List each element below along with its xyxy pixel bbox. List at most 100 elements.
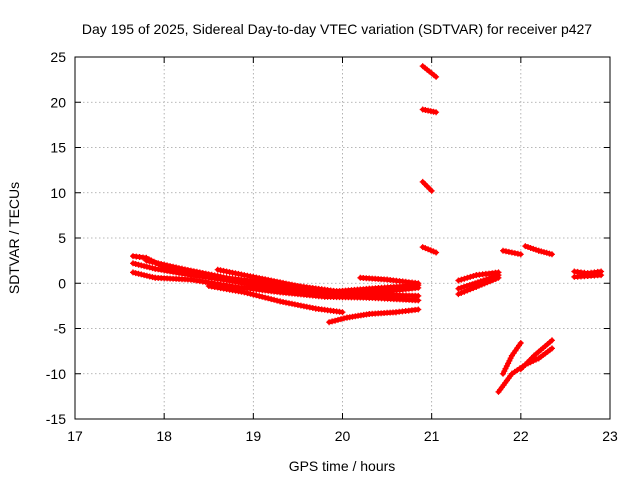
plus-marker (419, 244, 426, 251)
plus-marker (149, 259, 156, 265)
y-tick-label: 20 (50, 94, 66, 110)
data-trace (130, 269, 422, 304)
x-tick-label: 18 (156, 428, 172, 444)
x-tick-label: 21 (424, 428, 440, 444)
chart-title: Day 195 of 2025, Sidereal Day-to-day VTE… (82, 21, 592, 37)
plus-marker (464, 274, 471, 281)
data-trace (455, 274, 502, 298)
plus-marker (469, 281, 476, 288)
plus-marker (477, 278, 484, 285)
plus-marker (463, 283, 470, 289)
plus-marker (427, 247, 434, 254)
plus-marker (146, 264, 153, 271)
plus-marker (415, 292, 422, 299)
plus-marker (474, 279, 481, 286)
plus-marker (149, 265, 156, 272)
plus-marker (271, 296, 278, 303)
x-tick-label: 20 (335, 428, 351, 444)
plus-marker (259, 293, 266, 300)
plus-marker (143, 263, 150, 270)
y-tick-labels: -15 -10 -5 0 5 10 15 20 25 (46, 49, 66, 427)
plus-marker (164, 262, 171, 269)
data-trace (326, 306, 422, 326)
plus-marker (280, 279, 287, 286)
plus-marker (455, 277, 462, 284)
plus-marker (489, 274, 496, 281)
data-trace (419, 244, 440, 256)
plus-marker (527, 359, 534, 366)
plus-marker (170, 263, 177, 270)
plus-marker (466, 282, 473, 289)
plus-marker (549, 337, 555, 344)
plus-marker (458, 289, 465, 296)
plus-marker (433, 73, 440, 80)
data-trace (522, 345, 555, 368)
plus-marker (143, 257, 150, 264)
plus-marker (256, 293, 263, 300)
y-tick-label: 0 (58, 275, 66, 291)
plus-marker (527, 245, 534, 251)
data-trace (419, 178, 435, 194)
plus-marker (332, 317, 339, 324)
y-tick-label: 15 (50, 140, 66, 156)
data-trace (500, 340, 524, 377)
plus-marker (247, 290, 254, 297)
x-tick-label: 22 (513, 428, 529, 444)
plus-marker (241, 289, 248, 296)
plus-marker (138, 262, 145, 269)
plus-marker (135, 261, 142, 268)
plus-marker (433, 109, 440, 116)
data-trace (571, 272, 605, 280)
x-axis-label: GPS time / hours (289, 458, 396, 474)
plus-marker (143, 272, 150, 279)
plus-marker (173, 264, 180, 271)
x-tick-labels: 17 18 19 20 21 22 23 (67, 428, 618, 444)
plus-marker (132, 261, 139, 267)
data-trace (500, 247, 524, 258)
plus-marker (461, 275, 468, 282)
plus-marker (425, 246, 432, 253)
plus-marker (455, 291, 462, 298)
plus-marker (141, 272, 148, 279)
plus-marker (339, 309, 346, 316)
data-trace (522, 243, 555, 258)
plus-marker (130, 269, 136, 276)
plus-marker (130, 260, 136, 267)
plus-marker (522, 243, 529, 250)
plus-marker (467, 273, 474, 280)
plus-marker (422, 245, 429, 252)
plus-marker (486, 275, 493, 282)
data-trace (455, 272, 502, 292)
plus-marker (326, 319, 333, 326)
plus-marker (329, 318, 336, 325)
plus-marker (533, 356, 539, 363)
plus-marker (543, 249, 550, 256)
plus-marker (158, 261, 165, 267)
plus-marker (549, 345, 555, 352)
data-trace (419, 63, 440, 80)
data-trace (214, 266, 346, 296)
y-tick-label: -5 (54, 321, 67, 337)
plus-marker (253, 292, 260, 299)
data-traces (130, 63, 605, 395)
plus-marker (470, 273, 477, 279)
plus-marker (517, 340, 524, 346)
y-axis-label: SDTVAR / TECUs (6, 182, 22, 294)
data-trace (357, 274, 422, 287)
x-tick-label: 23 (602, 428, 618, 444)
plus-marker (530, 357, 537, 364)
plus-marker (461, 283, 467, 290)
plus-marker (467, 286, 474, 293)
plus-marker (517, 251, 524, 258)
y-tick-label: -15 (46, 411, 66, 427)
y-tick-label: -10 (46, 366, 66, 382)
plus-marker (472, 280, 479, 287)
plus-marker (433, 249, 440, 256)
plus-marker (341, 315, 347, 322)
plus-marker (495, 272, 502, 279)
plus-marker (522, 361, 529, 368)
plus-marker (492, 273, 499, 280)
plus-marker (155, 260, 162, 267)
plus-marker (339, 289, 346, 296)
